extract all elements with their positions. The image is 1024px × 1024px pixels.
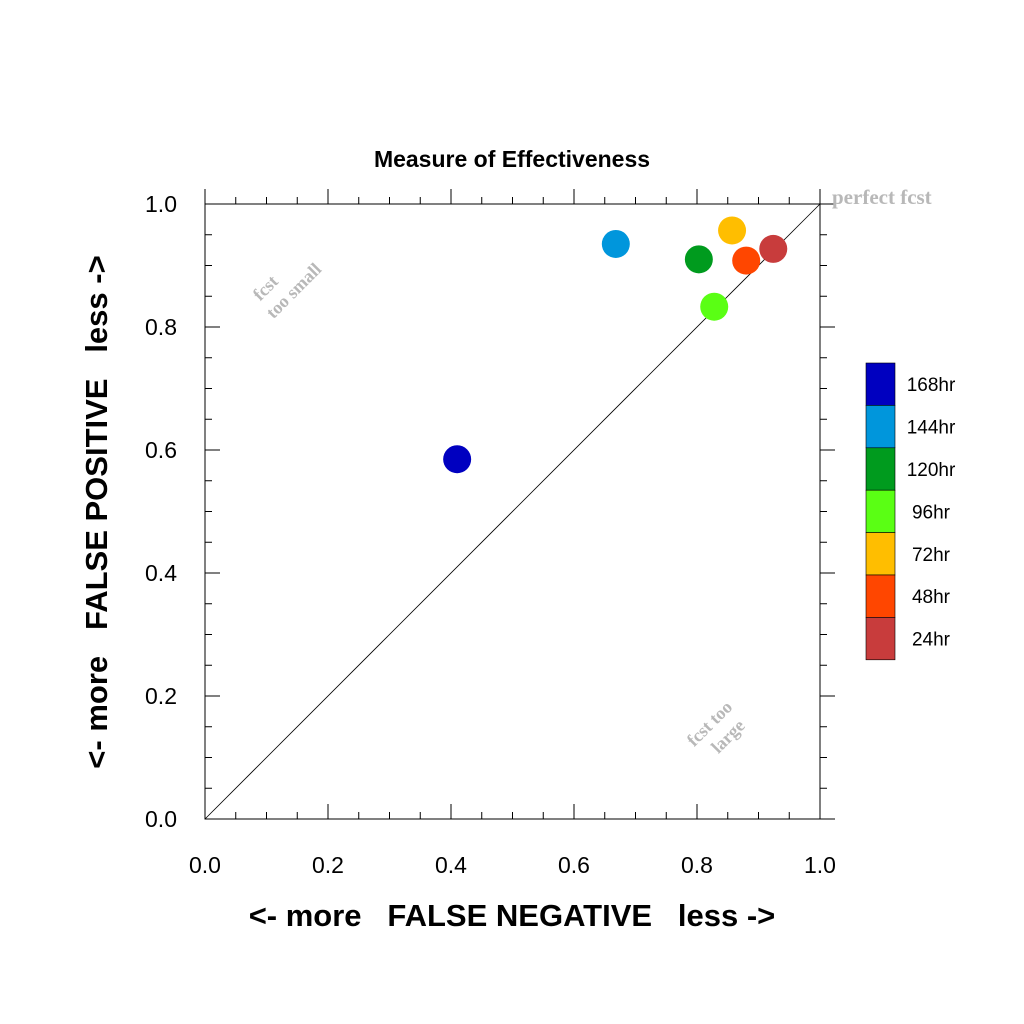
y-tick-label: 0.4 bbox=[145, 560, 177, 586]
legend-label-72hr: 72hr bbox=[912, 545, 951, 566]
legend-swatch-168hr bbox=[865, 362, 896, 406]
x-tick-label: 0.8 bbox=[681, 852, 713, 878]
data-point-96hr bbox=[700, 292, 729, 321]
x-tick-label: 0.6 bbox=[558, 852, 590, 878]
annotation-too-small: fcst too small bbox=[249, 259, 326, 322]
x-tick-label: 0.4 bbox=[435, 852, 467, 878]
legend-swatch-144hr bbox=[865, 405, 896, 449]
legend-label-144hr: 144hr bbox=[907, 418, 956, 439]
data-point-120hr bbox=[684, 245, 713, 274]
y-tick-label: 1.0 bbox=[145, 191, 177, 217]
y-tick-label: 0.0 bbox=[145, 806, 177, 832]
annotation-too-large: fcst too large bbox=[683, 697, 749, 757]
legend-swatch-120hr bbox=[865, 447, 896, 491]
legend-label-120hr: 120hr bbox=[907, 460, 956, 481]
legend-label-168hr: 168hr bbox=[907, 375, 956, 396]
legend: 168hr 144hr 120hr 96hr 72hr 48hr 24hr bbox=[865, 362, 956, 661]
x-axis-label: <- more FALSE NEGATIVE less -> bbox=[249, 898, 776, 933]
legend-swatch-48hr bbox=[865, 574, 896, 618]
legend-swatch-96hr bbox=[865, 489, 896, 533]
legend-swatch-72hr bbox=[865, 532, 896, 576]
data-point-144hr bbox=[601, 229, 630, 258]
legend-label-48hr: 48hr bbox=[912, 587, 951, 608]
x-tick-label: 0.0 bbox=[189, 852, 221, 878]
legend-swatch-24hr bbox=[865, 617, 896, 661]
y-tick-label: 0.6 bbox=[145, 437, 177, 463]
legend-label-24hr: 24hr bbox=[912, 630, 951, 651]
chart-title: Measure of Effectiveness bbox=[374, 146, 650, 172]
data-point-24hr bbox=[759, 234, 788, 263]
x-tick-label: 1.0 bbox=[804, 852, 836, 878]
plot-area: 0.0 0.2 0.4 0.6 0.8 1.0 0.0 0.2 0.4 0.6 0.8 1.0 bbox=[145, 189, 836, 878]
data-point-72hr bbox=[718, 216, 747, 245]
y-tick-label: 0.8 bbox=[145, 314, 177, 340]
x-tick-label: 0.2 bbox=[312, 852, 344, 878]
y-tick-label: 0.2 bbox=[145, 683, 177, 709]
data-points bbox=[443, 216, 788, 474]
legend-label-96hr: 96hr bbox=[912, 502, 951, 523]
annotation-perfect-fcst: perfect fcst bbox=[832, 185, 932, 209]
data-point-48hr bbox=[732, 246, 761, 275]
data-point-168hr bbox=[443, 445, 472, 474]
y-axis-label: <- more FALSE POSITIVE less -> bbox=[79, 255, 114, 768]
